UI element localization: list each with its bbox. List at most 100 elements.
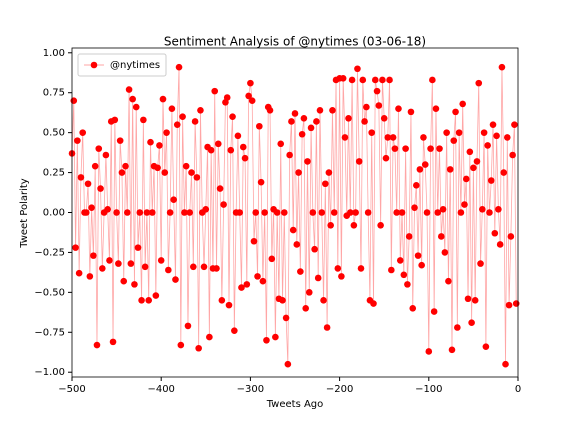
data-point [414, 252, 422, 259]
data-point [124, 209, 131, 216]
data-point [511, 121, 518, 128]
data-point [272, 333, 279, 341]
data-point [364, 209, 372, 216]
data-point [339, 75, 347, 82]
data-point [459, 100, 466, 108]
data-point [257, 178, 265, 186]
data-point [318, 209, 326, 216]
data-point [218, 297, 226, 304]
data-point [316, 106, 324, 114]
data-point [466, 148, 474, 156]
data-point [134, 244, 142, 251]
data-point [161, 169, 169, 176]
data-point [143, 209, 151, 216]
data-point [120, 277, 128, 285]
data-point [84, 180, 92, 188]
data-point [145, 297, 153, 304]
data-point [122, 162, 129, 170]
data-point [386, 76, 393, 84]
data-point [261, 209, 268, 216]
data-point [361, 118, 368, 125]
data-point [418, 261, 425, 269]
data-point [429, 76, 436, 84]
data-point [350, 221, 358, 229]
data-point [236, 209, 243, 216]
data-point [370, 300, 377, 307]
data-point [284, 360, 292, 368]
data-point [320, 297, 327, 304]
data-point [157, 257, 165, 264]
x-tick-label: −300 [237, 384, 264, 395]
data-point [118, 169, 126, 176]
data-point [239, 143, 247, 151]
data-point [90, 252, 97, 259]
y-tick-label: 0.25 [43, 168, 65, 179]
data-point [389, 134, 397, 141]
data-point [425, 348, 433, 355]
data-point [509, 151, 516, 159]
data-point [507, 233, 515, 240]
data-point [391, 145, 399, 152]
data-point [297, 268, 304, 275]
data-point [147, 138, 154, 146]
data-point [99, 265, 106, 272]
data-point [202, 206, 210, 213]
data-point [434, 209, 442, 216]
data-point [305, 289, 313, 296]
data-point [439, 206, 447, 213]
data-point [263, 336, 270, 344]
data-point [188, 169, 195, 176]
data-point [295, 169, 302, 176]
data-point [432, 105, 440, 112]
x-tick-label: −500 [58, 384, 85, 395]
data-point [322, 180, 329, 188]
data-point [314, 274, 322, 282]
data-point [502, 360, 509, 368]
data-point [400, 271, 408, 279]
data-point [498, 63, 506, 71]
data-point [116, 137, 124, 144]
data-point [273, 209, 281, 216]
data-point [291, 110, 299, 117]
data-point [357, 265, 365, 272]
data-point [371, 76, 379, 84]
data-point [223, 94, 231, 101]
data-point [445, 277, 452, 285]
data-point [416, 166, 424, 173]
data-point [338, 273, 345, 280]
data-point [248, 97, 256, 105]
data-point [495, 206, 502, 213]
data-point [329, 106, 336, 114]
data-point [115, 260, 122, 267]
data-point [238, 284, 245, 291]
y-axis-label: Tweet Polarity [19, 178, 30, 249]
data-point [102, 151, 110, 159]
y-tick-label: −0.25 [34, 247, 65, 258]
legend-marker [90, 61, 98, 69]
legend-box [77, 53, 167, 77]
data-point [493, 132, 500, 140]
data-point [413, 182, 420, 189]
y-tick-label: 0.00 [43, 208, 65, 219]
data-point [200, 263, 208, 271]
data-point [452, 108, 459, 116]
data-point [216, 185, 224, 192]
data-point [241, 154, 249, 162]
data-point [247, 79, 254, 87]
data-point [404, 281, 411, 288]
data-point [473, 158, 481, 165]
data-point [70, 97, 78, 105]
data-point [214, 140, 222, 148]
data-point [163, 129, 170, 136]
data-point [268, 255, 276, 263]
data-point [486, 209, 493, 216]
x-tick-label: 0 [515, 384, 521, 395]
data-point [464, 295, 472, 303]
data-point [111, 116, 119, 124]
data-point [229, 113, 236, 120]
data-point [177, 341, 185, 349]
data-point [441, 249, 449, 256]
data-point [72, 244, 79, 251]
data-point [461, 201, 468, 208]
